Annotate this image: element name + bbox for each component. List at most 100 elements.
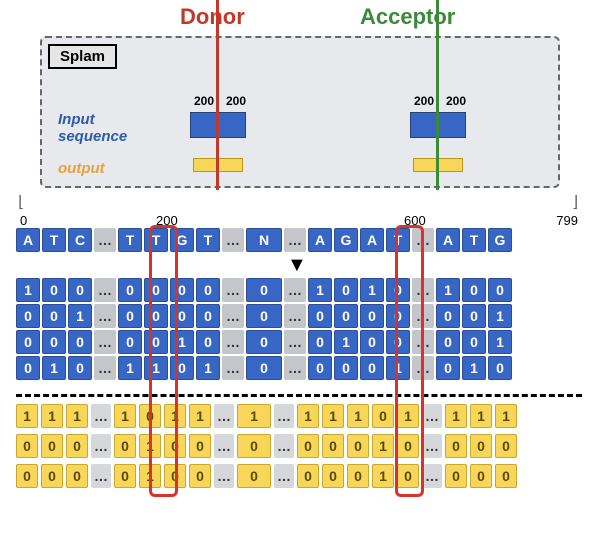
- encoding-row-0: 100…0000…0…1010…100: [16, 278, 582, 302]
- data-cell: 0: [360, 356, 384, 380]
- data-cell: 0: [246, 278, 282, 302]
- data-cell: 0: [436, 356, 460, 380]
- ellipsis-cell: …: [222, 304, 244, 328]
- ellipsis-cell: …: [412, 356, 434, 380]
- data-cell: 1: [196, 356, 220, 380]
- data-cell: 0: [189, 464, 211, 488]
- data-cell: T: [118, 228, 142, 252]
- data-cell: 0: [308, 304, 332, 328]
- data-cell: 1: [66, 404, 88, 428]
- sequence-row: ATC…TTGT…N…AGAT…ATG: [16, 228, 582, 252]
- bracket-left: ⌊: [18, 192, 24, 212]
- ellipsis-cell: …: [222, 330, 244, 354]
- data-cell: 0: [386, 304, 410, 328]
- data-cell: 1: [237, 404, 271, 428]
- data-cell: 1: [488, 304, 512, 328]
- data-cell: T: [42, 228, 66, 252]
- ellipsis-cell: …: [222, 356, 244, 380]
- acceptor-label: Acceptor: [360, 4, 455, 30]
- data-cell: 1: [347, 404, 369, 428]
- splam-badge: Splam: [48, 44, 117, 69]
- ellipsis-cell: …: [91, 464, 111, 488]
- ellipsis-cell: …: [422, 464, 442, 488]
- ellipsis-cell: …: [91, 404, 111, 428]
- ellipsis-cell: …: [214, 464, 234, 488]
- data-cell: 0: [68, 356, 92, 380]
- data-cell: 0: [308, 330, 332, 354]
- ellipsis-cell: …: [422, 434, 442, 458]
- data-cell: 1: [16, 404, 38, 428]
- acceptor-line: [436, 0, 439, 190]
- data-cell: 0: [397, 464, 419, 488]
- data-cell: 0: [66, 464, 88, 488]
- data-cell: 1: [139, 434, 161, 458]
- data-cell: 0: [170, 304, 194, 328]
- data-cell: 0: [164, 464, 186, 488]
- encoding-row-2: 000…0010…0…0100…001: [16, 330, 582, 354]
- donor-line: [216, 0, 219, 190]
- data-cell: C: [68, 228, 92, 252]
- data-cell: 0: [397, 434, 419, 458]
- donor-label: Donor: [180, 4, 245, 30]
- data-cell: G: [488, 228, 512, 252]
- arrow-down-icon: ▼: [287, 254, 307, 277]
- data-cell: 0: [144, 304, 168, 328]
- ellipsis-cell: …: [94, 278, 116, 302]
- data-cell: 0: [297, 434, 319, 458]
- data-cell: 1: [495, 404, 517, 428]
- dashed-separator: [16, 394, 582, 397]
- ellipsis-cell: …: [274, 464, 294, 488]
- data-cell: 0: [470, 434, 492, 458]
- output-row-1: 000…0100…0…00010…000: [16, 434, 582, 458]
- ellipsis-cell: …: [94, 330, 116, 354]
- data-cell: 1: [386, 356, 410, 380]
- data-cell: 1: [445, 404, 467, 428]
- data-cell: 0: [118, 304, 142, 328]
- data-cell: T: [144, 228, 168, 252]
- data-cell: 0: [360, 330, 384, 354]
- data-cell: 1: [397, 404, 419, 428]
- data-cell: 0: [372, 404, 394, 428]
- data-cell: 0: [436, 330, 460, 354]
- data-cell: T: [386, 228, 410, 252]
- data-cell: 1: [144, 356, 168, 380]
- data-cell: G: [170, 228, 194, 252]
- data-cell: 1: [170, 330, 194, 354]
- ellipsis-cell: …: [91, 434, 111, 458]
- data-cell: A: [308, 228, 332, 252]
- ellipsis-cell: …: [412, 330, 434, 354]
- data-cell: 0: [246, 356, 282, 380]
- data-cell: 0: [308, 356, 332, 380]
- data-cell: 0: [170, 278, 194, 302]
- data-cell: 0: [144, 330, 168, 354]
- data-cell: 0: [488, 356, 512, 380]
- data-cell: 1: [360, 278, 384, 302]
- ellipsis-cell: …: [284, 304, 306, 328]
- data-cell: A: [360, 228, 384, 252]
- data-cell: N: [246, 228, 282, 252]
- data-cell: 0: [114, 434, 136, 458]
- data-cell: 0: [334, 304, 358, 328]
- data-cell: 0: [68, 330, 92, 354]
- data-cell: 0: [41, 464, 63, 488]
- data-cell: 0: [322, 464, 344, 488]
- data-cell: 0: [139, 404, 161, 428]
- axis-ticks: 0 200 600 799: [16, 213, 582, 227]
- data-cell: 0: [436, 304, 460, 328]
- input-sequence-label: Input sequence: [58, 112, 127, 145]
- ellipsis-cell: …: [274, 434, 294, 458]
- data-cell: 0: [334, 356, 358, 380]
- data-cell: 0: [16, 464, 38, 488]
- data-cell: 0: [462, 330, 486, 354]
- ellipsis-cell: …: [274, 404, 294, 428]
- data-cell: T: [196, 228, 220, 252]
- ellipsis-cell: …: [412, 278, 434, 302]
- data-cell: 1: [139, 464, 161, 488]
- data-cell: 0: [360, 304, 384, 328]
- tick-200: 200: [156, 213, 178, 228]
- data-cell: 0: [445, 434, 467, 458]
- data-cell: 0: [144, 278, 168, 302]
- data-cell: 0: [170, 356, 194, 380]
- data-cell: 0: [41, 434, 63, 458]
- data-cell: 1: [334, 330, 358, 354]
